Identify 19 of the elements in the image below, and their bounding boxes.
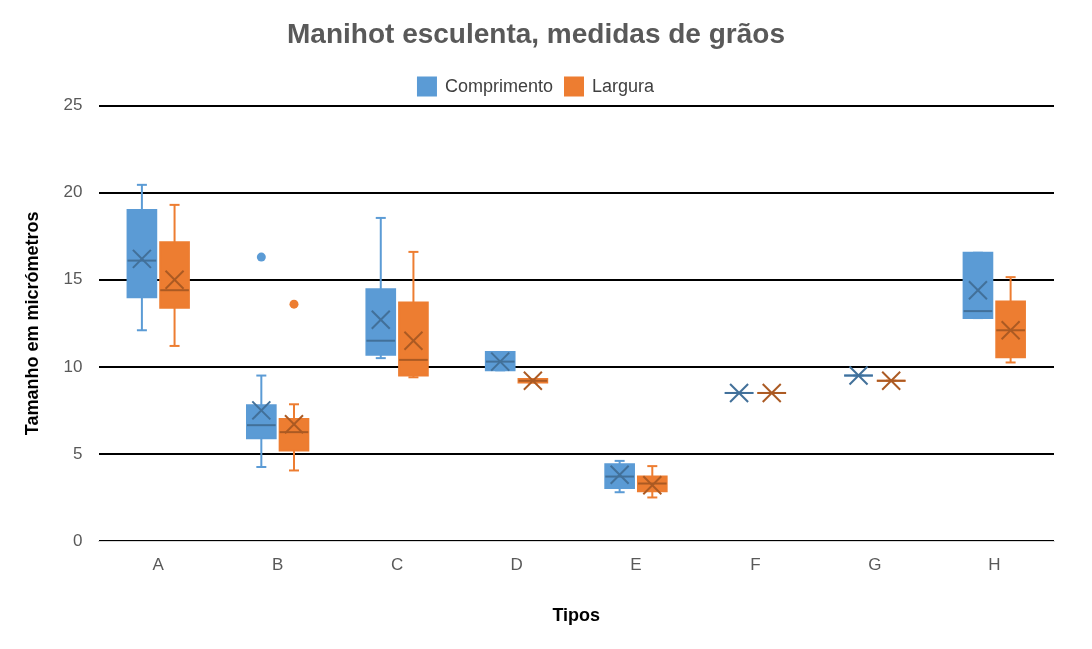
y-tick-label: 5	[73, 443, 83, 463]
x-axis-title: Tipos	[552, 605, 601, 626]
y-tick-label: 20	[63, 182, 83, 202]
x-tick-label: C	[390, 554, 404, 574]
x-tick-label: A	[152, 554, 165, 574]
y-tick-label: 10	[63, 356, 83, 376]
legend-label: Largura	[592, 75, 656, 96]
x-tick-label: G	[868, 554, 882, 574]
y-tick-label: 15	[63, 269, 83, 289]
x-tick-label: H	[988, 554, 1001, 574]
chart-title: Manihot esculenta, medidas de grãos	[287, 17, 785, 49]
x-tick-label: E	[630, 554, 642, 574]
y-tick-label: 0	[73, 530, 83, 550]
legend-label: Comprimento	[444, 75, 554, 96]
y-tick-label: 25	[63, 95, 83, 115]
x-tick-label: F	[750, 554, 761, 574]
x-tick-label: D	[510, 554, 523, 574]
x-tick-label: B	[271, 554, 284, 574]
y-axis-title: Tamanho em micrómetros	[21, 211, 42, 436]
